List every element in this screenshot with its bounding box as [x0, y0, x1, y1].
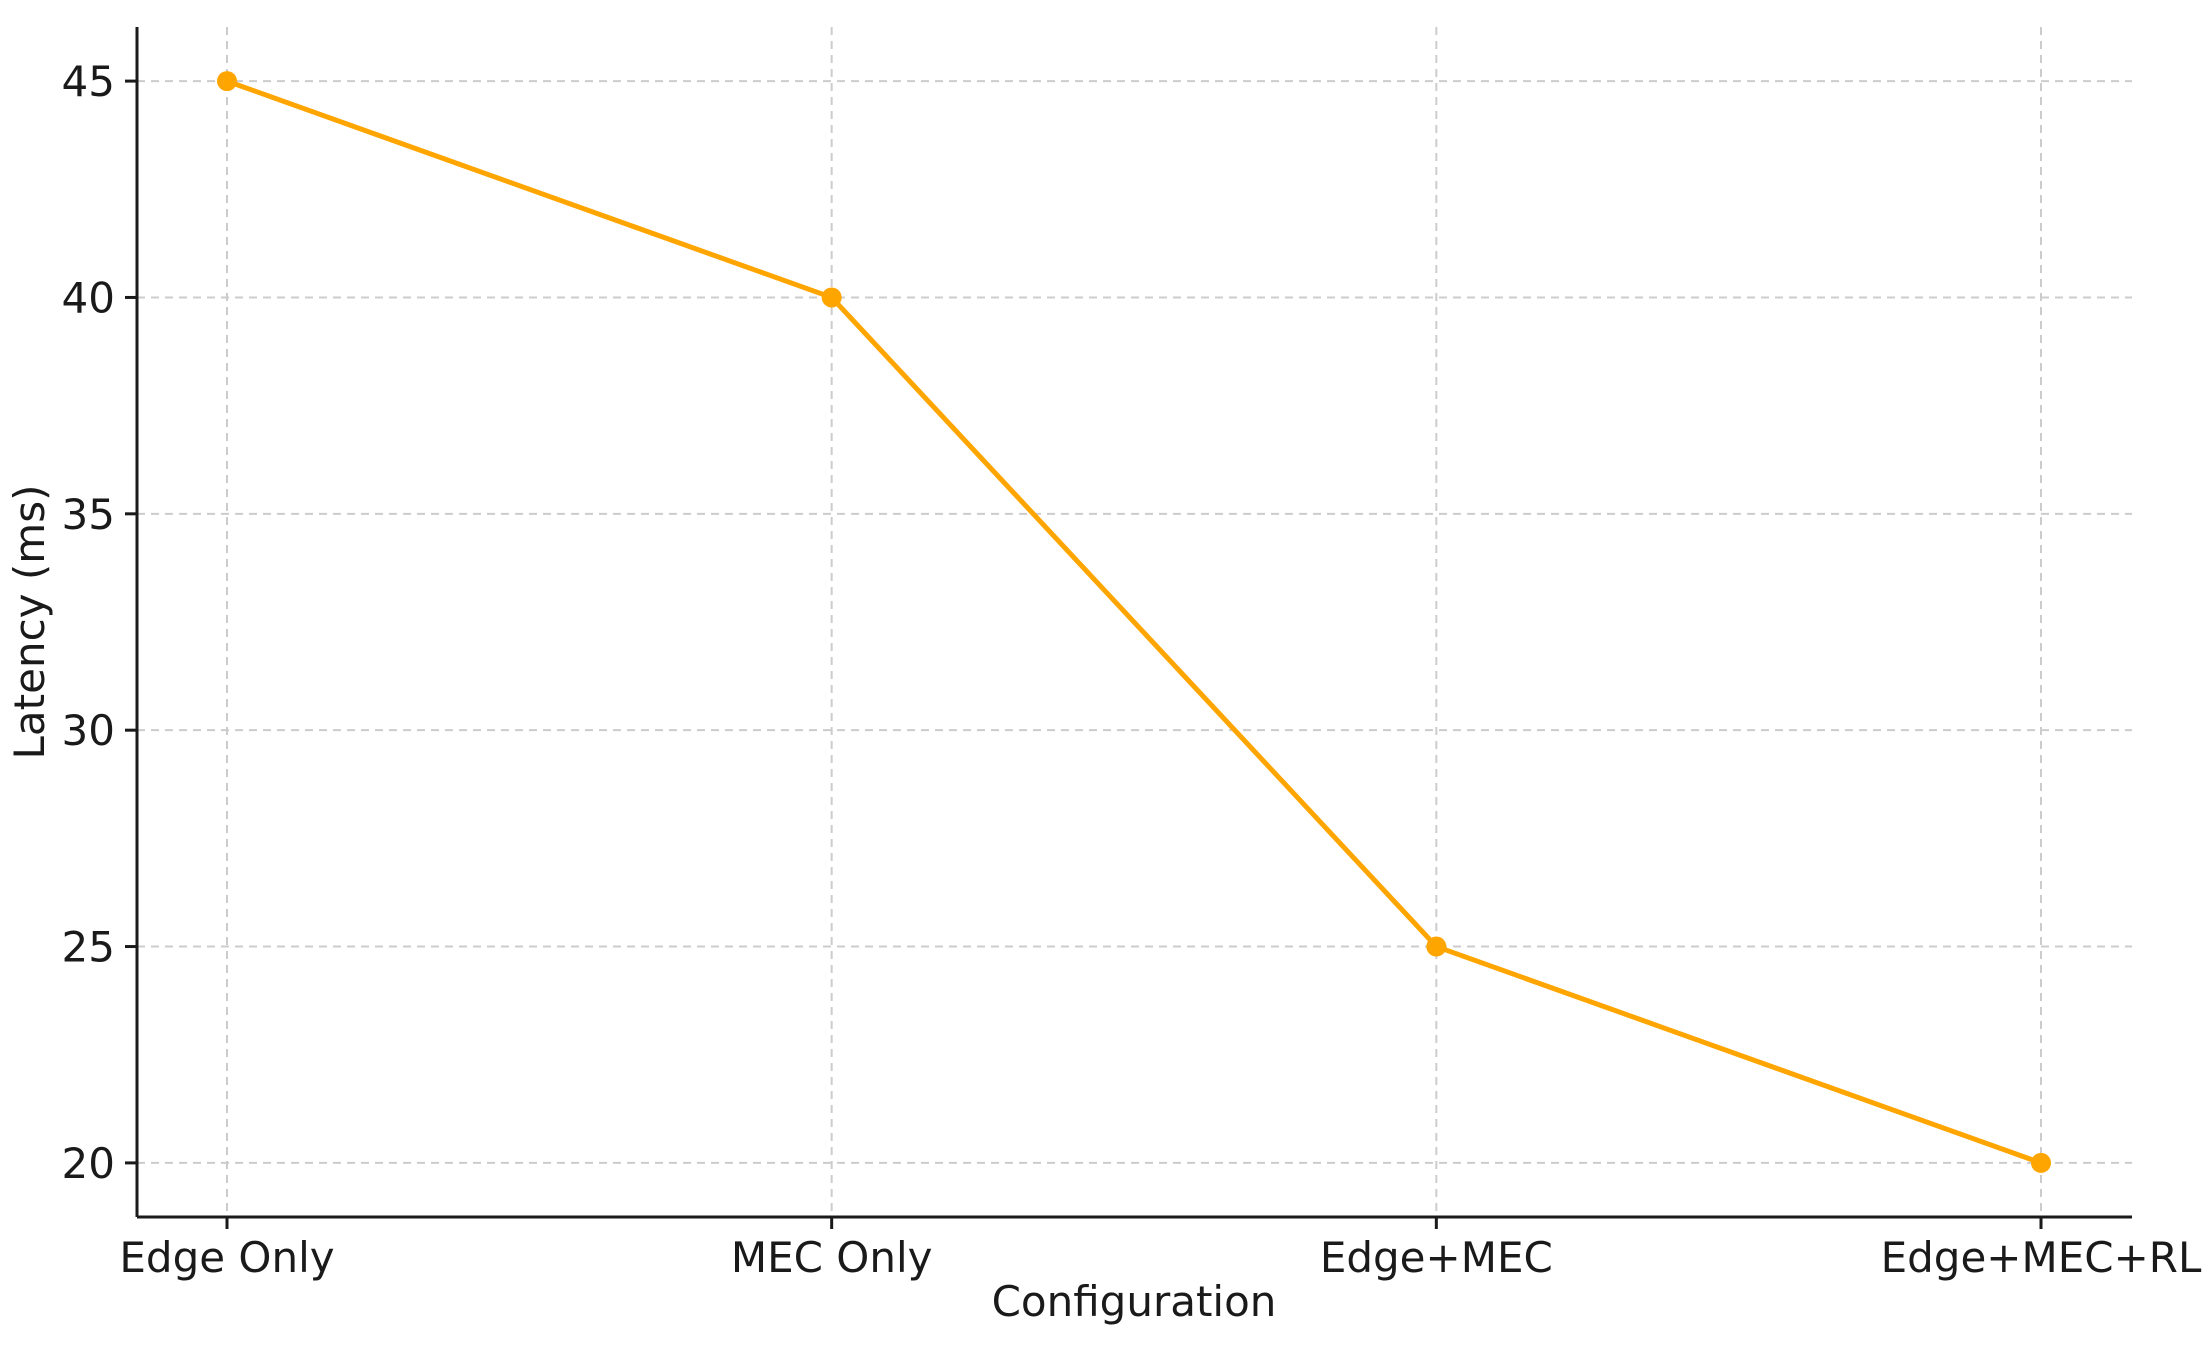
data-point	[1426, 936, 1447, 957]
x-tick-label: Edge+MEC	[1320, 1233, 1553, 1282]
y-tick-label: 35	[62, 490, 115, 539]
data-point	[217, 71, 237, 92]
x-axis-title: Configuration	[992, 1277, 1277, 1326]
x-tick-label: Edge Only	[119, 1233, 334, 1282]
data-point	[2031, 1152, 2051, 1173]
y-tick-label: 40	[62, 273, 115, 322]
ticks-layer: 20 25 30 35 40 45 Edge Only MEC Only Edge+MEC Edg…	[62, 57, 2202, 1282]
y-tick-label: 45	[62, 57, 115, 106]
y-tick-label: 25	[62, 923, 115, 972]
x-tick-label: MEC Only	[731, 1233, 933, 1282]
grid-layer	[137, 27, 2132, 1217]
x-tick-label: Edge+MEC+RL	[1881, 1233, 2202, 1282]
y-tick-label: 20	[62, 1139, 115, 1188]
data-point	[821, 287, 842, 308]
y-tick-label: 30	[62, 706, 115, 755]
series-layer	[217, 71, 2051, 1173]
series-line	[224, 78, 2044, 1166]
axes-layer	[135, 27, 2132, 1219]
y-axis-title: Latency (ms)	[5, 485, 54, 760]
